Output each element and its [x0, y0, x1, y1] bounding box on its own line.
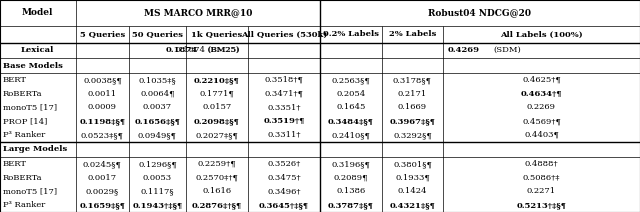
Text: 0.3519†¶: 0.3519†¶ — [264, 117, 305, 125]
Text: 0.2210‡§¶: 0.2210‡§¶ — [194, 76, 240, 84]
Text: 0.2876‡†§¶: 0.2876‡†§¶ — [192, 201, 242, 209]
Text: 0.5213†‡§¶: 0.5213†‡§¶ — [516, 201, 566, 209]
Text: Robust04 NDCG@20: Robust04 NDCG@20 — [429, 8, 531, 18]
Text: 0.2054: 0.2054 — [337, 90, 365, 98]
Text: 0.3351†: 0.3351† — [268, 103, 301, 112]
Text: 0.0029§: 0.0029§ — [86, 187, 119, 195]
Text: 0.1933¶: 0.1933¶ — [395, 174, 430, 182]
Text: 0.3496†: 0.3496† — [268, 187, 301, 195]
Text: 0.3967‡§¶: 0.3967‡§¶ — [390, 117, 435, 125]
Text: 0.0949§¶: 0.0949§¶ — [138, 131, 177, 139]
Text: 0.1035‡§: 0.1035‡§ — [139, 76, 176, 84]
Text: 5 Queries: 5 Queries — [80, 30, 125, 38]
Text: 0.2570‡†¶: 0.2570‡†¶ — [196, 174, 238, 182]
Text: 0.2563§¶: 0.2563§¶ — [332, 76, 371, 84]
Text: 0.4634†¶: 0.4634†¶ — [521, 90, 562, 98]
Text: 0.4403¶: 0.4403¶ — [524, 131, 559, 139]
Text: RoBERTa: RoBERTa — [3, 174, 42, 182]
Text: 0.4888†: 0.4888† — [525, 160, 558, 168]
Text: monoT5 [17]: monoT5 [17] — [3, 103, 57, 112]
Text: 0.2269: 0.2269 — [527, 103, 556, 112]
Text: 0.0017: 0.0017 — [88, 174, 117, 182]
Text: 0.4569†¶: 0.4569†¶ — [522, 117, 561, 125]
Text: 0.1386: 0.1386 — [337, 187, 365, 195]
Text: 0.1198‡§¶: 0.1198‡§¶ — [79, 117, 125, 125]
Text: P³ Ranker: P³ Ranker — [3, 131, 45, 139]
Text: 0.4625†¶: 0.4625†¶ — [522, 76, 561, 84]
Text: Model: Model — [22, 8, 54, 18]
Text: MS MARCO MRR@10: MS MARCO MRR@10 — [143, 8, 252, 18]
Text: 0.2271: 0.2271 — [527, 187, 556, 195]
Text: 0.3471†¶: 0.3471†¶ — [265, 90, 303, 98]
Text: 0.3526†: 0.3526† — [268, 160, 301, 168]
Text: 0.0009: 0.0009 — [88, 103, 117, 112]
Text: 0.4269: 0.4269 — [448, 46, 480, 54]
Text: 0.3311†: 0.3311† — [268, 131, 301, 139]
Text: 0.2089¶: 0.2089¶ — [334, 174, 368, 182]
Text: 0.3787‡§¶: 0.3787‡§¶ — [328, 201, 374, 209]
Text: (BM25): (BM25) — [207, 46, 239, 54]
Text: 0.0064¶: 0.0064¶ — [140, 90, 175, 98]
Text: 0.3801§¶: 0.3801§¶ — [393, 160, 432, 168]
Text: 1k Queries: 1k Queries — [191, 30, 243, 38]
Text: 0.3484‡§¶: 0.3484‡§¶ — [328, 117, 374, 125]
Text: 0.3292§¶: 0.3292§¶ — [393, 131, 432, 139]
Text: 2% Labels: 2% Labels — [388, 30, 436, 38]
Text: 0.1645: 0.1645 — [337, 103, 365, 112]
Text: All Queries (530k): All Queries (530k) — [241, 30, 327, 38]
Text: 0.1669: 0.1669 — [398, 103, 427, 112]
Text: 0.2259†¶: 0.2259†¶ — [198, 160, 236, 168]
Text: monoT5 [17]: monoT5 [17] — [3, 187, 57, 195]
Text: RoBERTa: RoBERTa — [3, 90, 42, 98]
Text: 0.3645†‡§¶: 0.3645†‡§¶ — [259, 201, 309, 209]
Text: 0.0523‡§¶: 0.0523‡§¶ — [81, 131, 124, 139]
Text: Base Models: Base Models — [3, 61, 63, 70]
Text: P³ Ranker: P³ Ranker — [3, 201, 45, 209]
Text: 0.1659‡§¶: 0.1659‡§¶ — [79, 201, 125, 209]
Text: 0.1296§¶: 0.1296§¶ — [138, 160, 177, 168]
Text: All Labels (100%): All Labels (100%) — [500, 30, 583, 38]
Text: 0.2171: 0.2171 — [398, 90, 427, 98]
Text: 0.0157: 0.0157 — [202, 103, 232, 112]
Text: Large Models: Large Models — [3, 145, 67, 153]
Text: 0.2% Labels: 0.2% Labels — [323, 30, 379, 38]
Text: 0.3475†: 0.3475† — [268, 174, 301, 182]
Text: Lexical: Lexical — [21, 46, 54, 54]
Text: 0.0037: 0.0037 — [143, 103, 172, 112]
Text: 0.1874 (BM25): 0.1874 (BM25) — [156, 46, 239, 54]
Text: 0.3196§¶: 0.3196§¶ — [332, 160, 371, 168]
Text: 0.1874: 0.1874 — [166, 46, 198, 54]
Text: 0.1117§: 0.1117§ — [141, 187, 174, 195]
Text: 0.2410§¶: 0.2410§¶ — [332, 131, 371, 139]
Text: (SDM): (SDM) — [493, 46, 521, 54]
Text: 0.1616: 0.1616 — [202, 187, 232, 195]
Text: 0.0038§¶: 0.0038§¶ — [83, 76, 122, 84]
Text: 0.2027‡§¶: 0.2027‡§¶ — [196, 131, 238, 139]
Text: 0.1656‡§¶: 0.1656‡§¶ — [134, 117, 180, 125]
Text: 0.0245§¶: 0.0245§¶ — [83, 160, 122, 168]
Text: 0.1943†‡§¶: 0.1943†‡§¶ — [132, 201, 182, 209]
Text: 0.3518†¶: 0.3518†¶ — [265, 76, 303, 84]
Text: 0.1771¶: 0.1771¶ — [200, 90, 234, 98]
Text: 0.5086†‡: 0.5086†‡ — [523, 174, 560, 182]
Text: 0.0011: 0.0011 — [88, 90, 117, 98]
Text: 0.1424: 0.1424 — [397, 187, 428, 195]
Text: 0.2098‡§¶: 0.2098‡§¶ — [194, 117, 240, 125]
Text: 50 Queries: 50 Queries — [132, 30, 183, 38]
Text: 0.4321‡§¶: 0.4321‡§¶ — [390, 201, 435, 209]
Text: 0.0053: 0.0053 — [143, 174, 172, 182]
Text: BERT: BERT — [3, 160, 27, 168]
Text: PROP [14]: PROP [14] — [3, 117, 47, 125]
Text: 0.3178§¶: 0.3178§¶ — [393, 76, 432, 84]
Text: BERT: BERT — [3, 76, 27, 84]
